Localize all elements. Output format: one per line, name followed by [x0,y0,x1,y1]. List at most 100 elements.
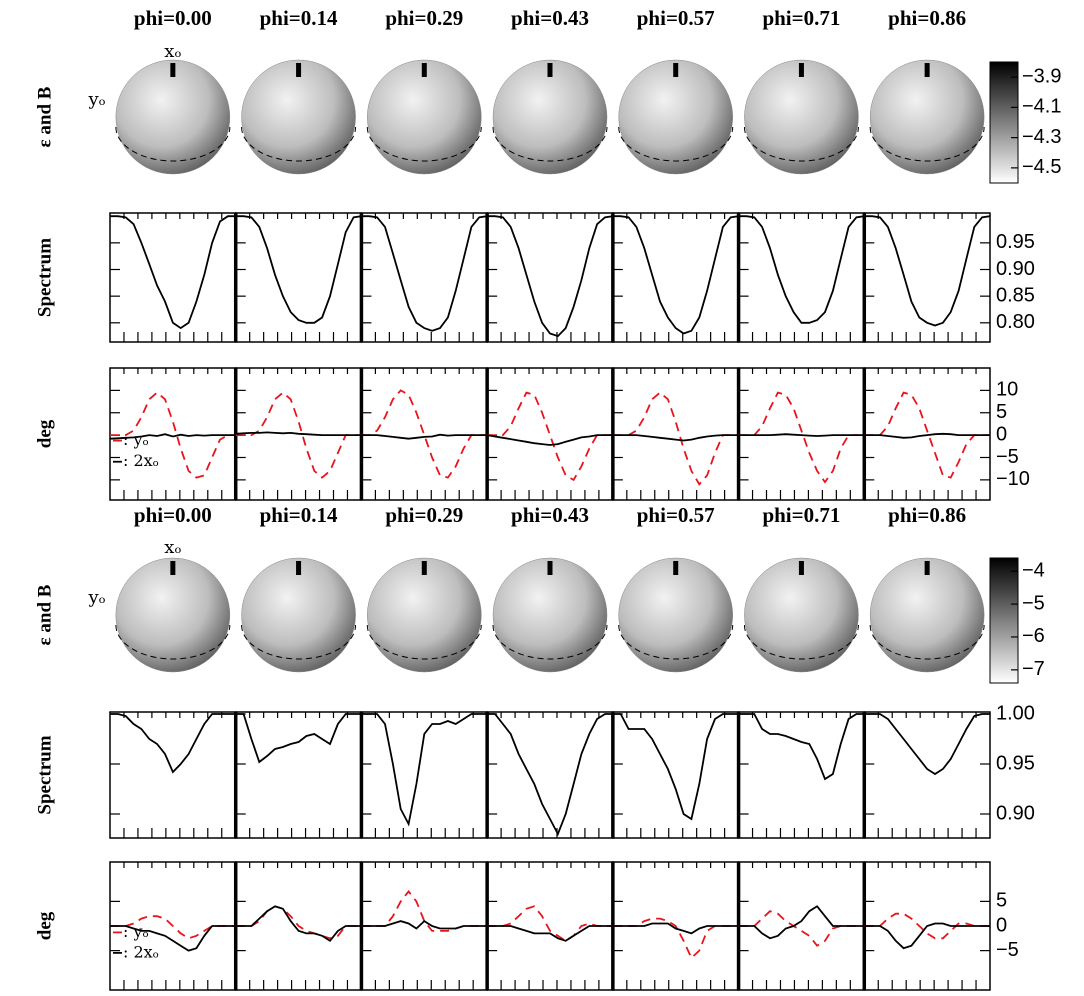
axis-x-label: xₒ [164,537,181,558]
line-solid [738,713,865,781]
pole-marker [673,561,679,575]
y-tick-label: 0.85 [996,284,1035,306]
sphere [241,557,356,673]
line-solid [110,925,236,952]
pole-marker [798,561,804,575]
line-dashed [361,890,488,932]
line-solid [612,434,739,442]
line-solid [487,925,613,942]
panel-frame [109,711,237,839]
row-label: ε and B [34,86,55,147]
line-dashed [487,391,613,482]
equator [366,624,482,660]
equator [241,126,357,162]
line-solid [361,215,488,332]
line-solid [738,215,865,324]
line-solid [110,713,236,774]
panel-frame [360,212,488,343]
y-tick-label: 0.90 [996,802,1035,824]
y-tick-label: 0.90 [996,258,1035,280]
phase-title: phi=0.43 [511,503,589,527]
panel-frame [863,367,991,501]
pole-marker [421,63,427,77]
equator [618,624,734,660]
legend-label: : yₒ [123,430,149,449]
line-solid [612,922,739,935]
y-tick-label: −5 [996,939,1019,961]
pole-marker [296,561,302,575]
line-dashed [361,389,488,479]
pole-marker [547,63,553,77]
phase-title: phi=0.14 [260,6,338,30]
y-tick-label: 10 [996,379,1018,401]
y-tick-label: 5 [996,401,1007,423]
colorbar-tick-label: −4 [1022,559,1045,581]
axis-x-label: xₒ [164,41,181,62]
line-solid [109,433,236,440]
equator [366,126,482,162]
phase-title: phi=0.00 [134,503,212,527]
line-solid [864,713,990,776]
line-dashed [235,905,362,940]
phase-title: phi=0.57 [637,503,715,527]
y-tick-label: 0 [996,914,1007,936]
line-solid [612,215,739,335]
sphere [241,59,356,175]
row-label: deg [34,911,55,940]
phase-title: phi=0.00 [134,6,212,30]
panel-frame [612,212,740,343]
y-tick-label: 0.95 [996,231,1035,253]
panel-frame [863,711,991,839]
equator [492,126,608,162]
line-dashed [110,915,236,940]
panel-frame [360,367,488,501]
line-dashed [612,917,739,960]
y-tick-label: 5 [996,890,1007,912]
pole-marker [547,561,553,575]
pole-marker [170,561,176,575]
sphere [367,59,482,175]
line-solid [612,713,739,821]
pole-marker [296,63,302,77]
line-dashed [864,391,990,479]
line-solid [235,431,362,436]
pole-marker [924,63,930,77]
sphere [744,59,859,175]
colorbar [989,61,1019,184]
sphere [618,59,733,175]
y-tick-label: 1.00 [996,702,1035,724]
sphere [618,557,733,673]
panel-frame [234,711,363,839]
equator [241,624,357,660]
legend-label: : yₒ [123,922,149,941]
line-solid [110,215,236,330]
line-dashed [864,912,990,940]
phase-title: phi=0.71 [762,6,840,30]
phase-title: phi=0.29 [385,503,463,527]
equator [115,624,231,660]
colorbar-tick-label: −3.9 [1022,65,1061,87]
equator [743,126,859,162]
row-label: Spectrum [34,735,55,814]
line-dashed [738,391,865,484]
pole-marker [170,63,176,77]
line-dashed [487,905,613,942]
sphere [115,59,231,175]
colorbar-tick-label: −5 [1022,592,1045,614]
phase-title: phi=0.57 [637,6,715,30]
colorbar-tick-label: −7 [1022,658,1045,680]
panel-frame [737,367,866,501]
phase-title: phi=0.29 [385,6,463,30]
panel-frame [360,711,488,839]
phase-title: phi=0.86 [888,503,966,527]
equator [869,126,985,162]
line-solid [235,215,362,324]
line-dashed [612,391,739,486]
equator [115,126,231,162]
phase-title: phi=0.86 [888,6,966,30]
line-solid [361,433,488,440]
colorbar-tick-label: −4.3 [1022,126,1061,148]
sphere [869,59,985,175]
line-solid [864,432,990,439]
